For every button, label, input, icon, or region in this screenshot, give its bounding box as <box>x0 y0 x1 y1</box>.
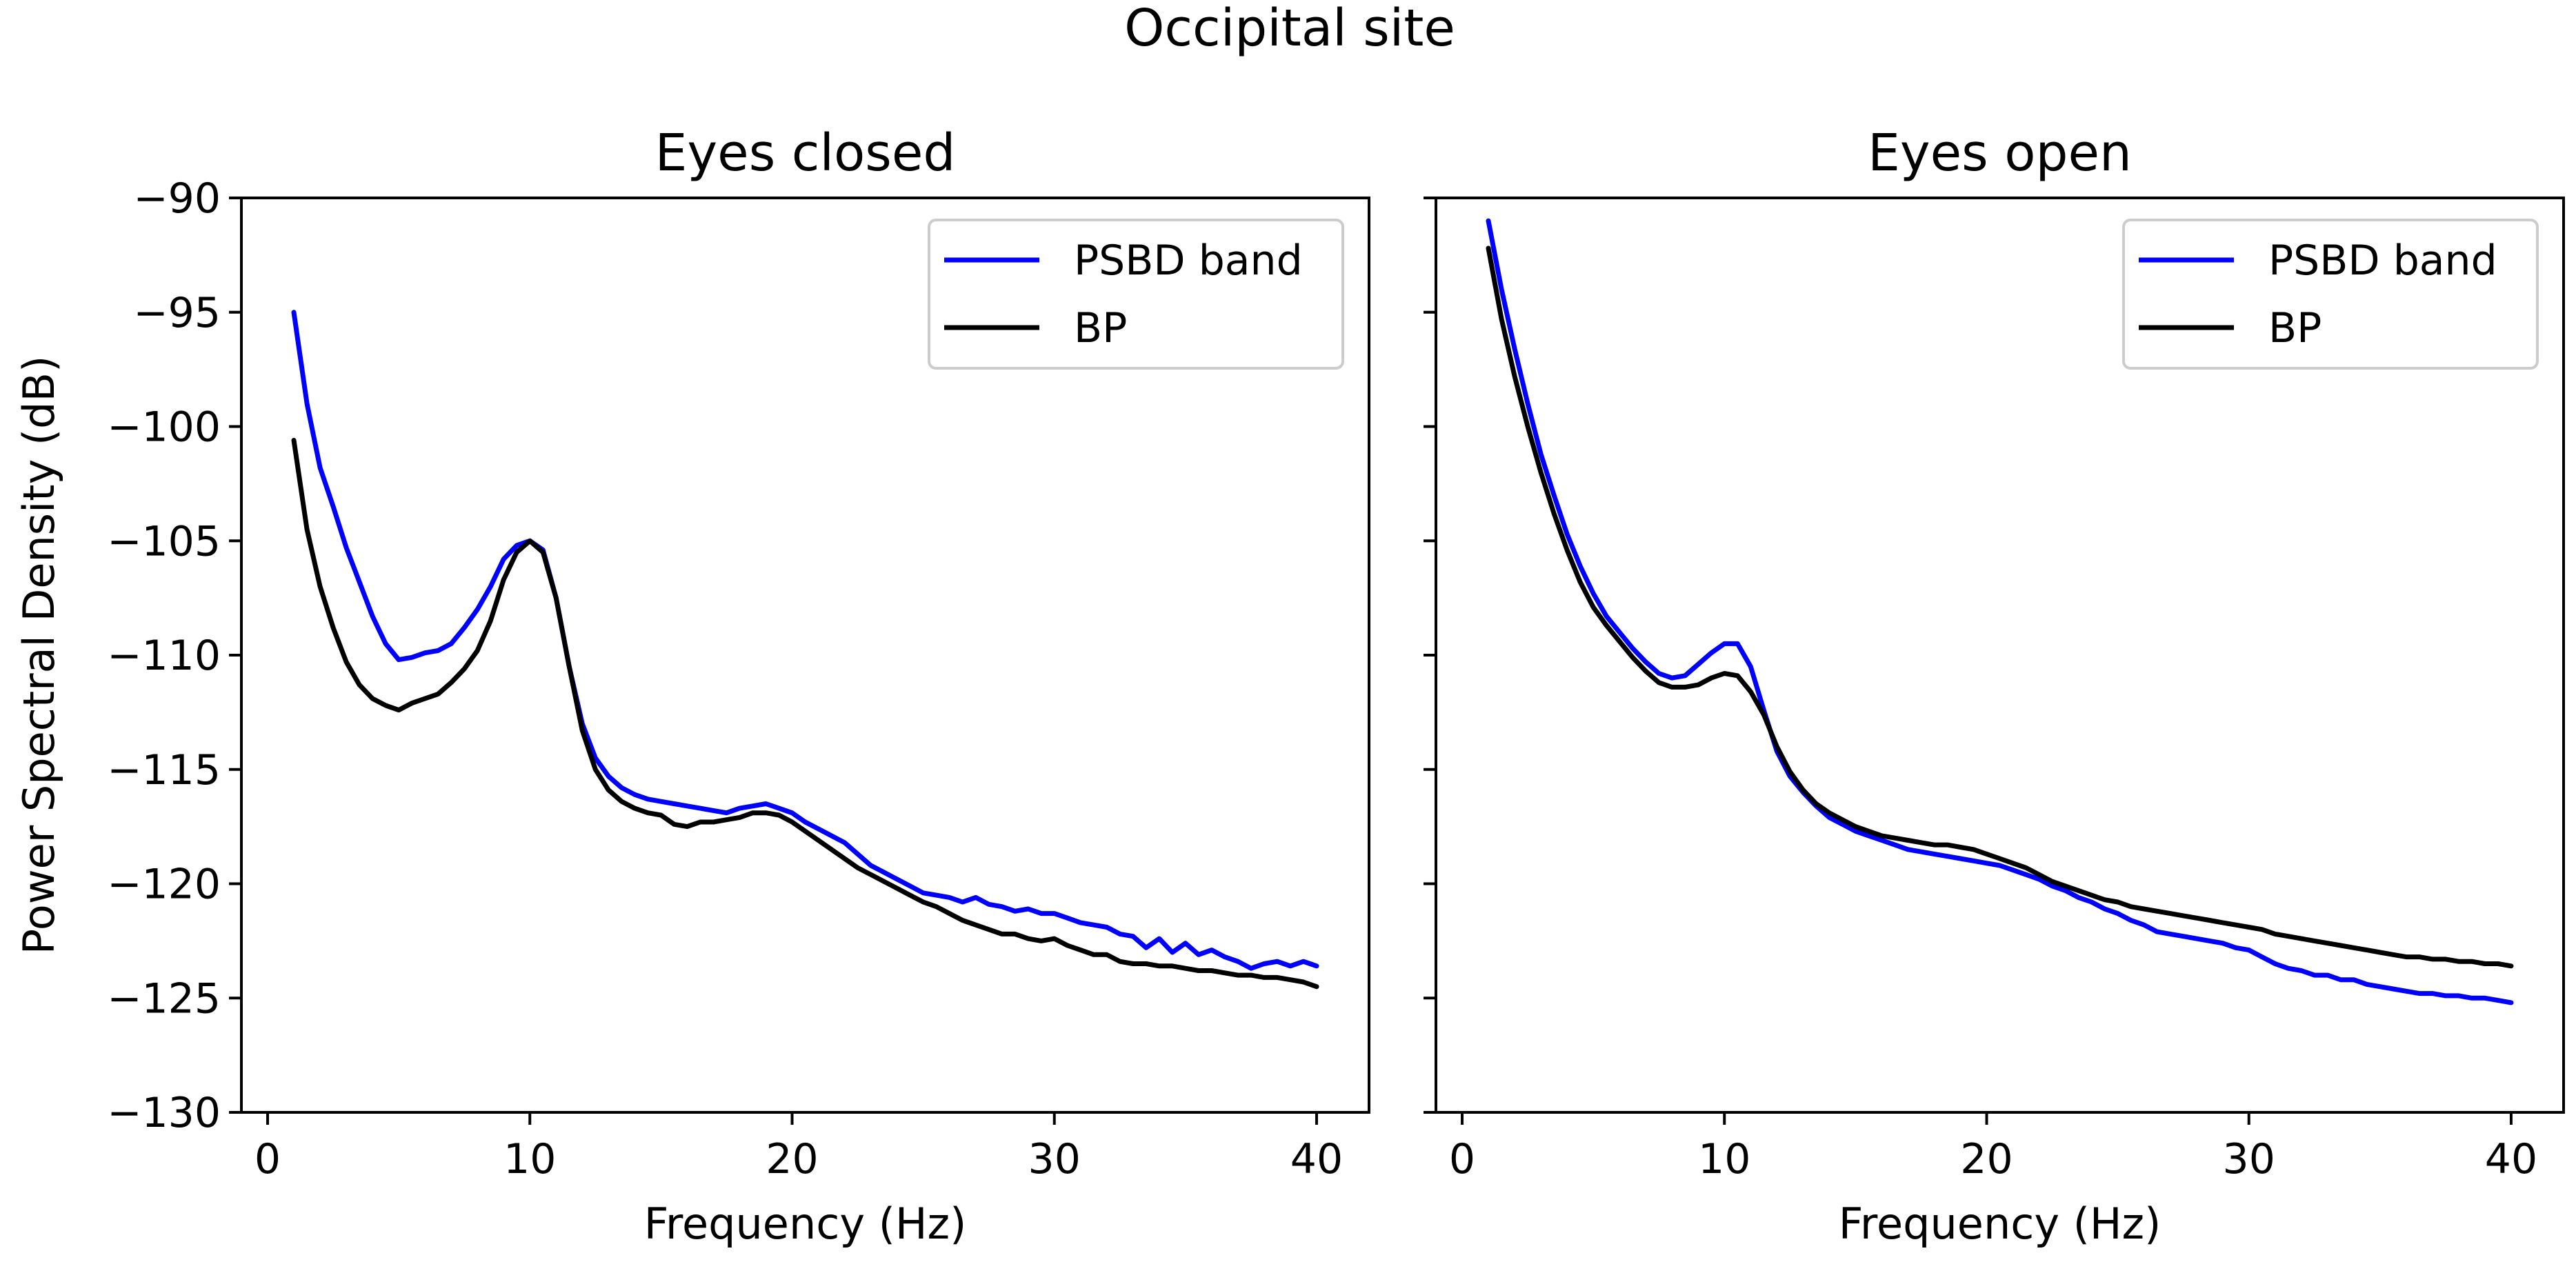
panel-eyes-open: 0 10 20 30 40 Eyes open Frequency (Hz) PSBD ban… <box>1424 123 2565 1249</box>
x-tick-label: 0 <box>1449 1135 1475 1183</box>
panel-title: Eyes open <box>1868 123 2132 183</box>
x-tick-label: 0 <box>254 1135 281 1183</box>
x-tick-label: 10 <box>1698 1135 1750 1183</box>
series-group <box>1486 218 2514 1005</box>
series-line-bp <box>291 437 1319 990</box>
x-tick-label: 30 <box>2223 1135 2275 1183</box>
y-axis-label: Power Spectral Density (dB) <box>14 356 64 955</box>
x-tick-label: 20 <box>766 1135 818 1183</box>
series-line-psbd-band <box>291 310 1319 971</box>
y-tick-label: −90 <box>133 174 221 223</box>
x-tick-label: 10 <box>503 1135 556 1183</box>
y-tick-label: −95 <box>133 289 221 337</box>
y-tick-label: −110 <box>107 632 221 680</box>
y-tick-label: −130 <box>107 1089 221 1137</box>
legend-entry-label: BP <box>1074 304 1127 352</box>
legend-entry-label: PSBD band <box>1074 237 1303 285</box>
legend-frame <box>928 219 1344 370</box>
legend-entry-label: PSBD band <box>2268 237 2497 285</box>
x-axis-label: Frequency (Hz) <box>1839 1199 2161 1249</box>
figure-title: Occipital site <box>1124 0 1455 58</box>
y-tick-label: −100 <box>107 403 221 452</box>
series-line-psbd-band <box>1486 218 2514 1005</box>
x-tick-label: 40 <box>1290 1135 1343 1183</box>
y-tick-label: −120 <box>107 861 221 909</box>
x-tick-label: 20 <box>1960 1135 2013 1183</box>
y-tick-label: −105 <box>107 517 221 565</box>
legend-frame <box>2122 219 2539 370</box>
legend: PSBD band BP <box>928 219 1344 370</box>
series-group <box>291 310 1319 990</box>
x-axis-label: Frequency (Hz) <box>644 1199 967 1249</box>
series-line-bp <box>1486 246 2514 969</box>
panel-title: Eyes closed <box>655 123 956 183</box>
legend-entry-label: BP <box>2268 304 2322 352</box>
panel-eyes-closed: 0 10 20 30 40 −90 −95 −100 −105 −110 −115 −120 −125 −… <box>14 123 1370 1249</box>
y-tick-label: −125 <box>107 974 221 1023</box>
x-tick-label: 40 <box>2485 1135 2537 1183</box>
x-tick-label: 30 <box>1028 1135 1081 1183</box>
y-tick-label: −115 <box>107 746 221 794</box>
legend: PSBD band BP <box>2122 219 2539 370</box>
